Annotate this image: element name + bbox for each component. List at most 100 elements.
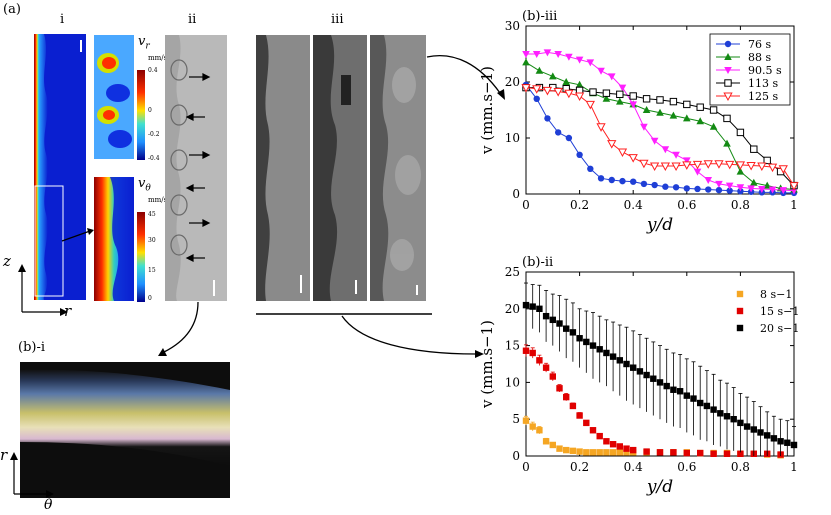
data-point (696, 117, 704, 125)
data-point (543, 49, 552, 57)
data-point (784, 439, 791, 446)
data-point (562, 78, 570, 85)
data-point (737, 419, 744, 427)
y-tick-label: 5 (512, 412, 520, 426)
data-point (789, 182, 799, 191)
data-point (522, 301, 530, 309)
data-point (736, 184, 745, 192)
vr-colormap-image (94, 35, 134, 159)
data-point (602, 94, 611, 102)
data-point (725, 160, 735, 170)
data-point (623, 445, 630, 452)
y-tick-label: 10 (505, 131, 520, 145)
axis-r-label: r (64, 302, 72, 320)
data-point (663, 382, 670, 390)
data-point (640, 123, 648, 131)
legend-label: 20 s−1 (760, 322, 799, 335)
data-point (636, 368, 644, 375)
data-point (737, 450, 744, 457)
data-point (569, 402, 577, 410)
data-point (585, 100, 595, 110)
data-point (730, 416, 737, 423)
data-point (529, 303, 536, 310)
data-point (596, 346, 603, 353)
y-axis-label: v (mm.s−1) (478, 66, 496, 155)
data-point (556, 385, 563, 392)
data-point (790, 441, 798, 449)
legend-label: 76 s (748, 38, 771, 51)
y-tick-label: 30 (505, 19, 520, 33)
plot-frame (525, 271, 795, 457)
data-point (575, 56, 584, 64)
data-point (703, 402, 711, 410)
data-point (714, 160, 724, 169)
x-tick-label: 0.2 (570, 198, 589, 212)
data-point (779, 187, 788, 195)
data-point (536, 357, 543, 364)
data-point (556, 445, 563, 452)
legend-marker (736, 290, 744, 298)
zoom-arrow (61, 228, 94, 242)
vtheta-title: vθ (138, 176, 151, 194)
data-point (656, 449, 664, 456)
x-tick-label: 0.8 (731, 460, 750, 474)
data-point (723, 139, 731, 147)
y-tick-label: 25 (505, 265, 520, 279)
series-2 (522, 282, 798, 456)
data-point (542, 438, 550, 445)
data-point (777, 438, 784, 445)
image-strip-1 (256, 35, 310, 301)
series-2 (522, 49, 798, 195)
data-point (770, 435, 778, 442)
legend-box (709, 33, 791, 106)
data-point (642, 106, 651, 113)
data-point (536, 305, 543, 312)
data-point (643, 371, 650, 379)
data-point (563, 446, 570, 454)
data-point (542, 364, 550, 371)
data-point (757, 162, 767, 172)
legend-marker (724, 53, 732, 60)
panel-ii-label: ii (188, 12, 197, 27)
data-point (603, 438, 610, 445)
x-tick-label: 0.4 (624, 198, 643, 212)
data-point (723, 413, 731, 420)
data-point (576, 335, 583, 342)
y-tick-label: 10 (505, 375, 520, 389)
data-point (583, 449, 590, 456)
data-point (623, 449, 630, 456)
data-point (682, 161, 692, 170)
data-point (522, 417, 530, 424)
x-axis-label: y/d (646, 215, 673, 235)
z-r-axes (18, 264, 68, 316)
vr-colorbar (137, 70, 145, 160)
data-point (650, 375, 657, 382)
x-axis-label: y/d (646, 477, 673, 497)
data-point (522, 58, 530, 66)
couette-photo (20, 362, 230, 498)
vtheta-unit: mm/s (148, 196, 168, 204)
legend-marker (736, 307, 744, 315)
data-point (736, 167, 745, 175)
flow-visualization-image (165, 35, 227, 301)
r-theta-axes (10, 452, 54, 498)
legend-marker (724, 40, 732, 48)
data-point (683, 114, 691, 122)
legend-label: 88 s (748, 51, 771, 64)
velocity-field-image (34, 34, 86, 300)
data-point (563, 393, 570, 401)
data-point (630, 364, 637, 371)
data-point (696, 103, 704, 111)
data-point (767, 163, 778, 173)
x-tick-label: 1 (790, 460, 798, 474)
data-point (683, 392, 690, 399)
data-point (587, 165, 594, 172)
data-point (750, 145, 758, 153)
x-tick-label: 0.4 (624, 460, 643, 474)
data-point (630, 446, 637, 454)
data-point (574, 92, 585, 102)
data-point (642, 95, 651, 103)
data-point (542, 312, 550, 320)
x-tick-label: 0.6 (677, 198, 696, 212)
data-point (629, 92, 637, 100)
